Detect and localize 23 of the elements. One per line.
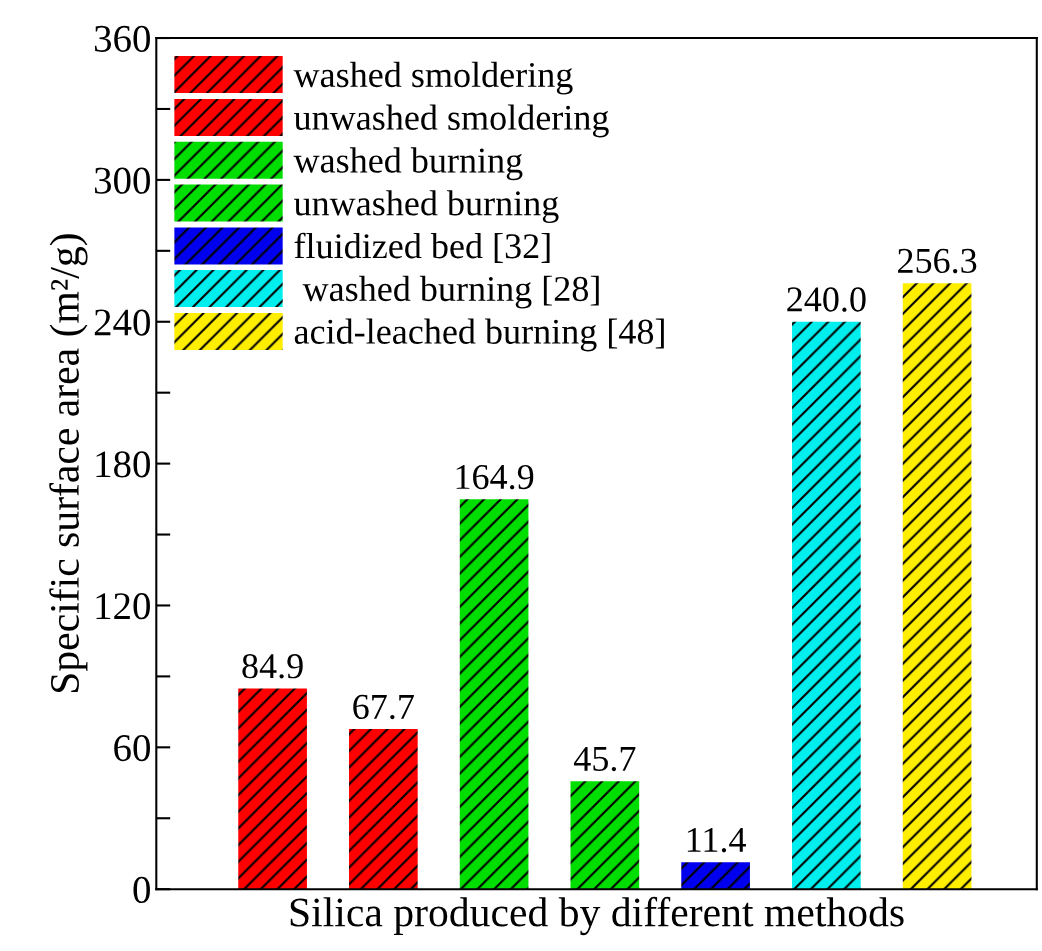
data-label: 256.3 [898,248,977,274]
data-label: 67.7 [353,694,414,720]
y-tick-label: 360 [94,25,150,52]
legend-label: fluidized bed [32] [294,232,550,263]
y-axis-title: Specific surface area (m²/g) [49,234,88,693]
legend-label: washed burning [28] [302,275,599,309]
data-label: 45.7 [573,746,636,772]
legend-label: unwashed burning [294,190,559,224]
y-tick-label: 0 [133,876,150,904]
data-label: 11.4 [687,827,746,853]
data-label: 164.9 [456,464,534,490]
y-tick-label: 120 [96,593,150,620]
y-tick-label: 240 [94,309,150,336]
y-tick-label: 60 [114,734,150,762]
legend-label: washed smoldering [293,61,573,95]
y-tick-label: 180 [96,451,150,478]
legend-label: washed burning [293,147,523,181]
legend-label: unwashed smoldering [294,104,609,138]
data-label: 84.9 [242,653,303,679]
y-tick-label: 300 [94,167,150,194]
x-axis-title: Silica produced by different methods [290,896,904,936]
data-label: 240.0 [787,287,866,312]
legend-label: acid-leached burning [48] [294,318,664,352]
